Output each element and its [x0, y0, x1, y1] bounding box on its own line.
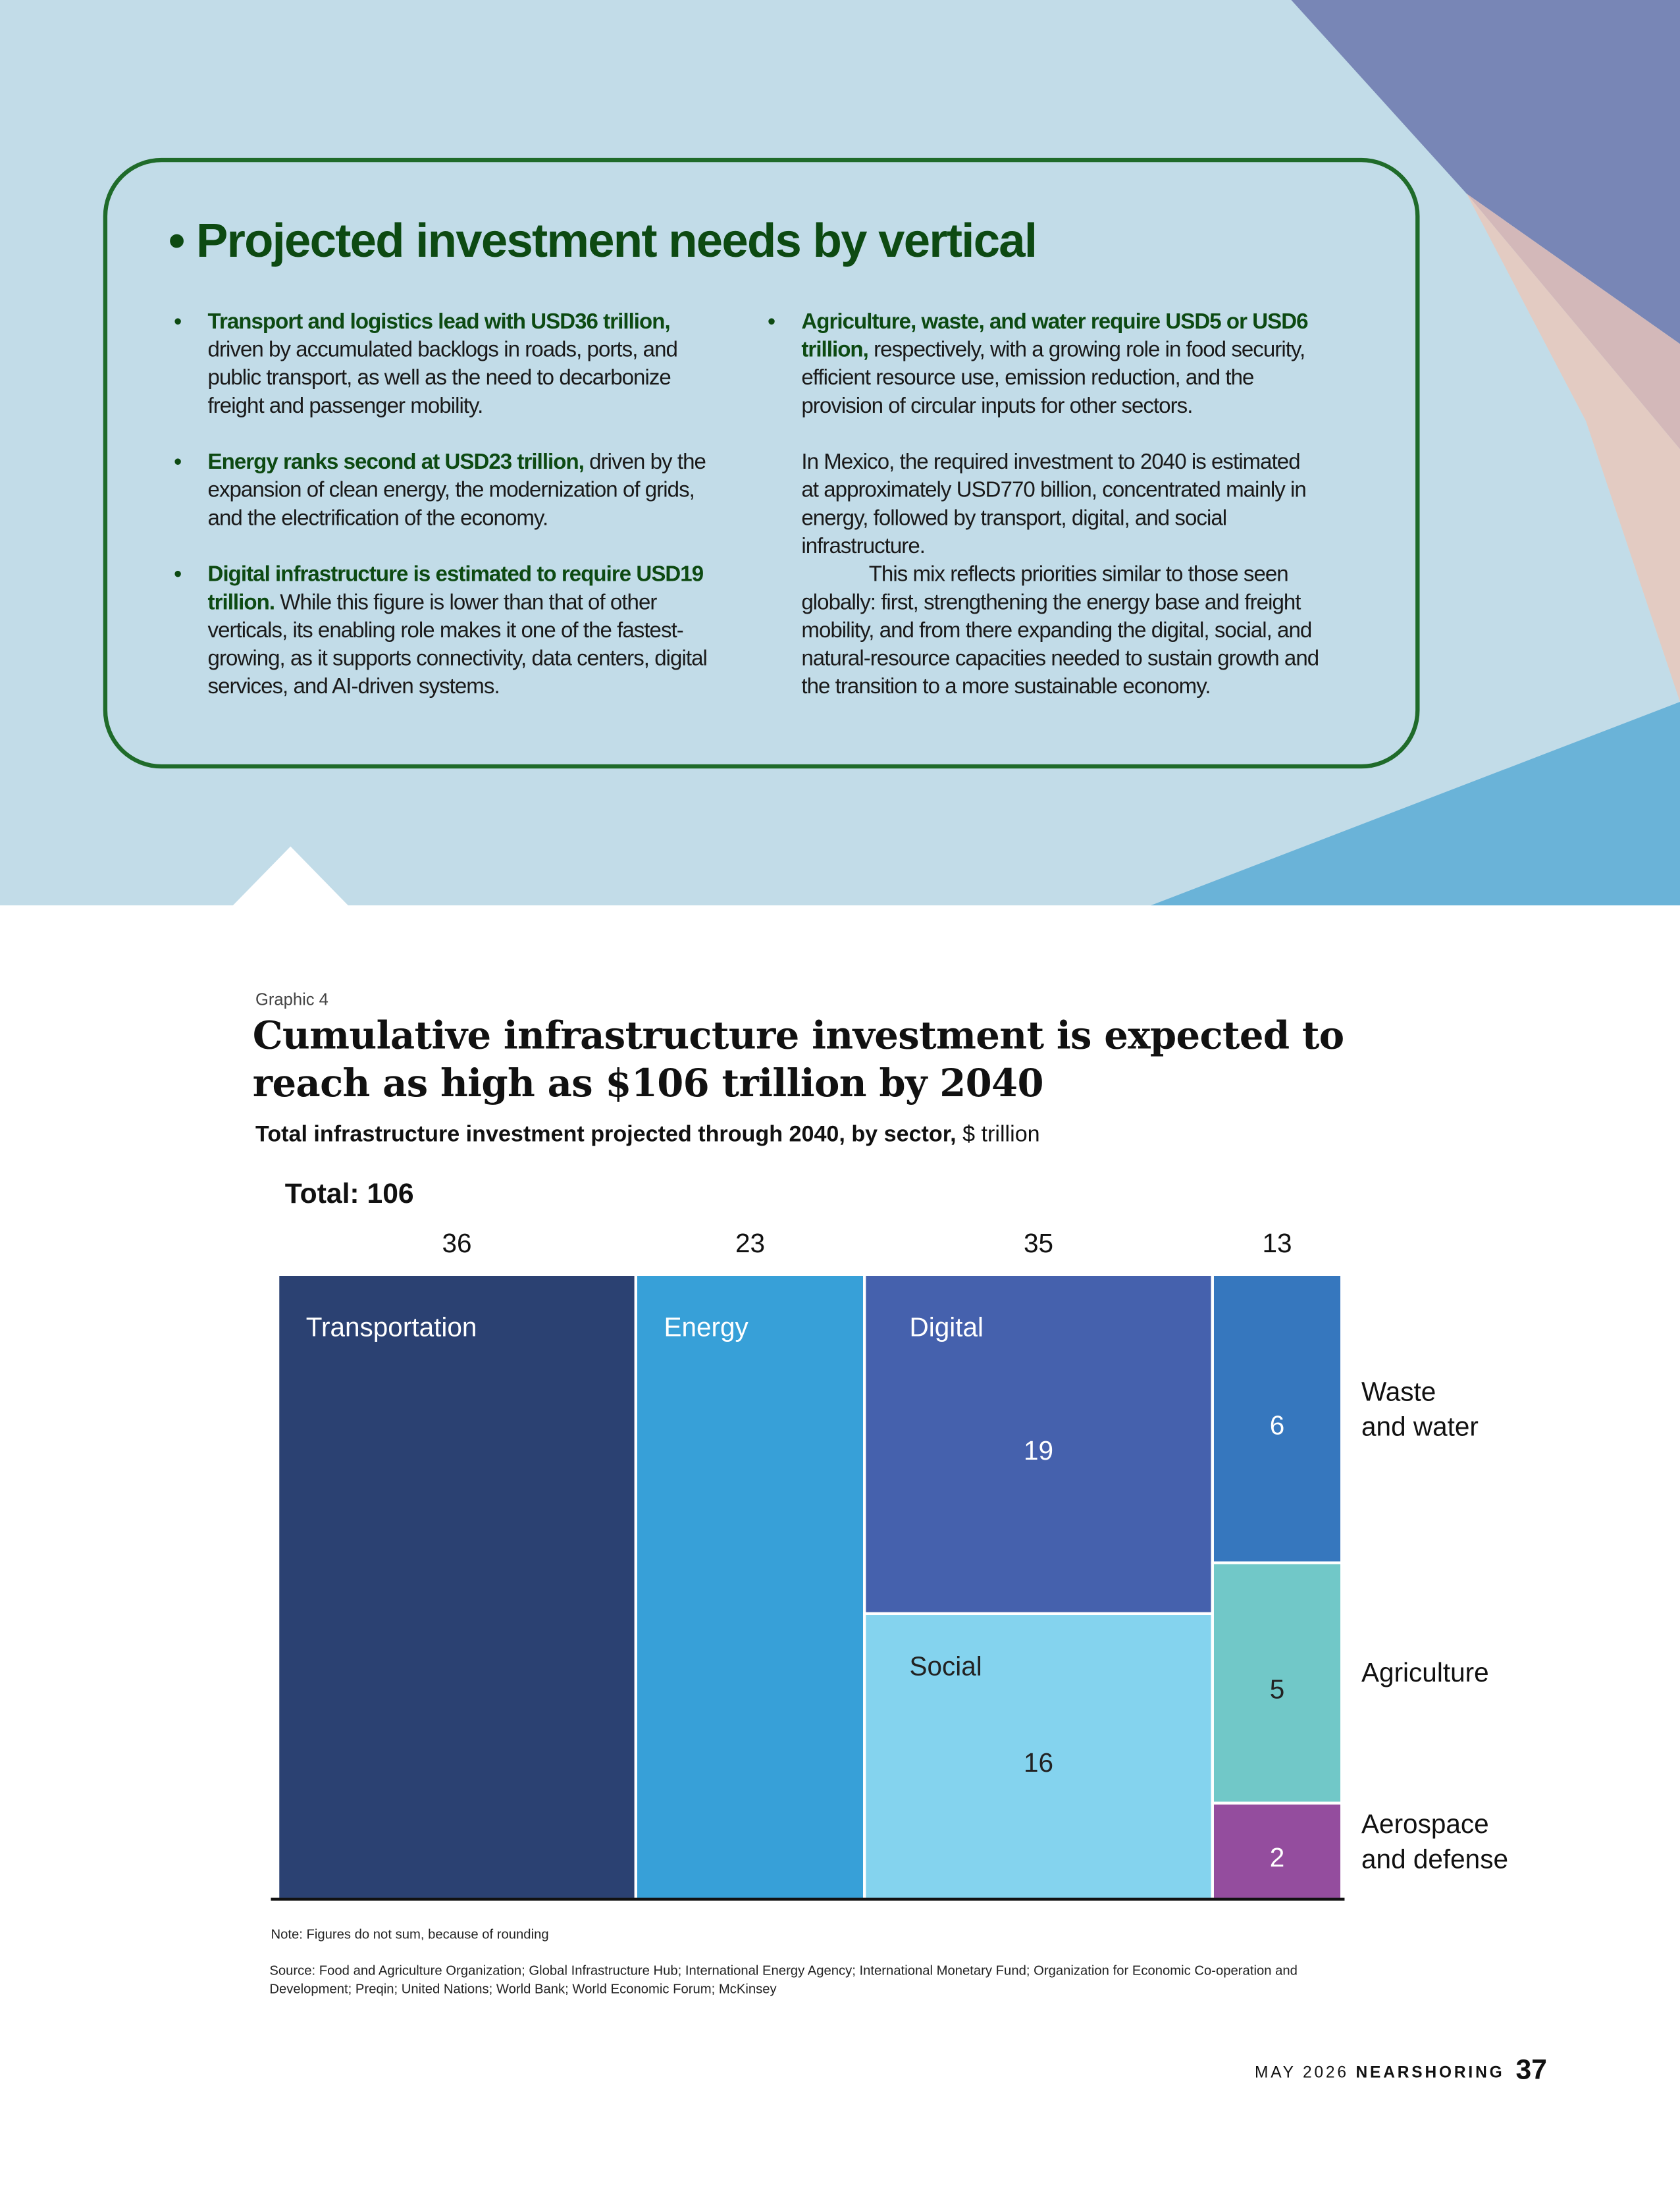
column-total: 36 [442, 1228, 471, 1258]
bullet-bold: Digital infrastructure is estimated to r… [207, 562, 704, 615]
decor-shape [1466, 194, 1680, 703]
column-total: 35 [1024, 1228, 1053, 1258]
decor-shape [1291, 0, 1680, 344]
cell-value: 5 [1270, 1674, 1285, 1705]
bullet-bold: Transport and logistics lead with USD36 … [207, 310, 671, 334]
box-title-text: Projected investment needs by vertical [196, 214, 1036, 267]
cell [276, 1273, 637, 1901]
cell [634, 1273, 866, 1901]
cell-name: Digital [909, 1312, 984, 1342]
note: Note: Figures do not sum, because of rou… [271, 1927, 548, 1942]
chart-title: Cumulative infrastructure investment is … [252, 1015, 1344, 1107]
column-total: 23 [735, 1228, 765, 1258]
chart-subtitle: Total infrastructure investment projecte… [255, 1121, 1040, 1146]
cell [1211, 1801, 1344, 1901]
cell [863, 1273, 1214, 1616]
total-value: 106 [367, 1178, 413, 1209]
bullet: Digital infrastructure is estimated to r… [174, 562, 727, 702]
right-column: Agriculture, waste, and water require US… [765, 309, 1321, 744]
cell-value: 16 [1024, 1747, 1053, 1778]
bullet-text: driven by accumulated backlogs in roads,… [207, 338, 678, 419]
cell-name: Energy [664, 1312, 748, 1342]
total: Total: 106 [285, 1178, 414, 1209]
source-box: Source: Food and Agriculture Organizatio… [269, 1963, 1298, 1998]
treemap: 36 Transportation 23 Energy 35 19 Digital 16 Soc… [276, 1228, 1508, 1901]
footer-magazine: NEARSHORING [1356, 2063, 1505, 2081]
bullet-text: respectively, with a growing role in foo… [801, 338, 1305, 419]
cell [1211, 1273, 1344, 1564]
footer-issue: MAY 2026 NEARSHORING [1255, 2063, 1504, 2081]
decor-notch [231, 846, 350, 907]
bullet: Energy ranks second at USD23 trillion, d… [174, 449, 727, 533]
footer-date: MAY 2026 [1255, 2063, 1349, 2081]
unit-text: $ trillion [962, 1121, 1040, 1146]
cell [1211, 1561, 1344, 1805]
chart-title-box: Cumulative infrastructure investment is … [252, 1015, 1344, 1107]
source: Source: Food and Agriculture Organizatio… [269, 1963, 1298, 1998]
box-title: • Projected investment needs by vertical [169, 214, 1037, 267]
name-line: Waste [1361, 1376, 1436, 1406]
bullet: Transport and logistics lead with USD36 … [174, 309, 727, 421]
cell-value: 6 [1270, 1410, 1285, 1440]
bullet-bold: Agriculture, waste, and water require US… [801, 310, 1308, 363]
page-number: 37 [1516, 2054, 1547, 2086]
bullet-bold: Energy ranks second at USD23 trillion, [207, 450, 585, 475]
name-line: and defense [1361, 1843, 1508, 1874]
cell-name: Social [909, 1651, 982, 1682]
bullet-text: While this figure is lower than that of … [207, 591, 708, 699]
cell-name: Transportation [306, 1312, 477, 1342]
paragraph: In Mexico, the required investment to 20… [801, 450, 1306, 559]
name-line: and water [1361, 1411, 1479, 1441]
decor-shape [1151, 702, 1680, 906]
cell-value: 2 [1270, 1842, 1285, 1872]
paragraph: This mix reflects priorities similar to … [801, 562, 1319, 699]
bullet: Agriculture, waste, and water require US… [768, 309, 1321, 421]
name-line: Aerospace [1361, 1809, 1489, 1839]
cell-name: Agriculture [1361, 1657, 1489, 1687]
graphic-label: Graphic 4 [255, 991, 328, 1009]
cell-name: Waste and water [1361, 1376, 1479, 1441]
cell-value: 19 [1024, 1435, 1053, 1466]
cell-name: Aerospace and defense [1361, 1809, 1508, 1874]
bullet-text: driven by the expansion of clean energy,… [207, 450, 706, 531]
left-column: Transport and logistics lead with USD36 … [171, 309, 727, 744]
text-box [103, 157, 1420, 769]
total-label: Total: [285, 1178, 359, 1209]
column-total: 13 [1262, 1228, 1292, 1258]
subtitle-text: Total infrastructure investment projecte… [255, 1121, 957, 1146]
